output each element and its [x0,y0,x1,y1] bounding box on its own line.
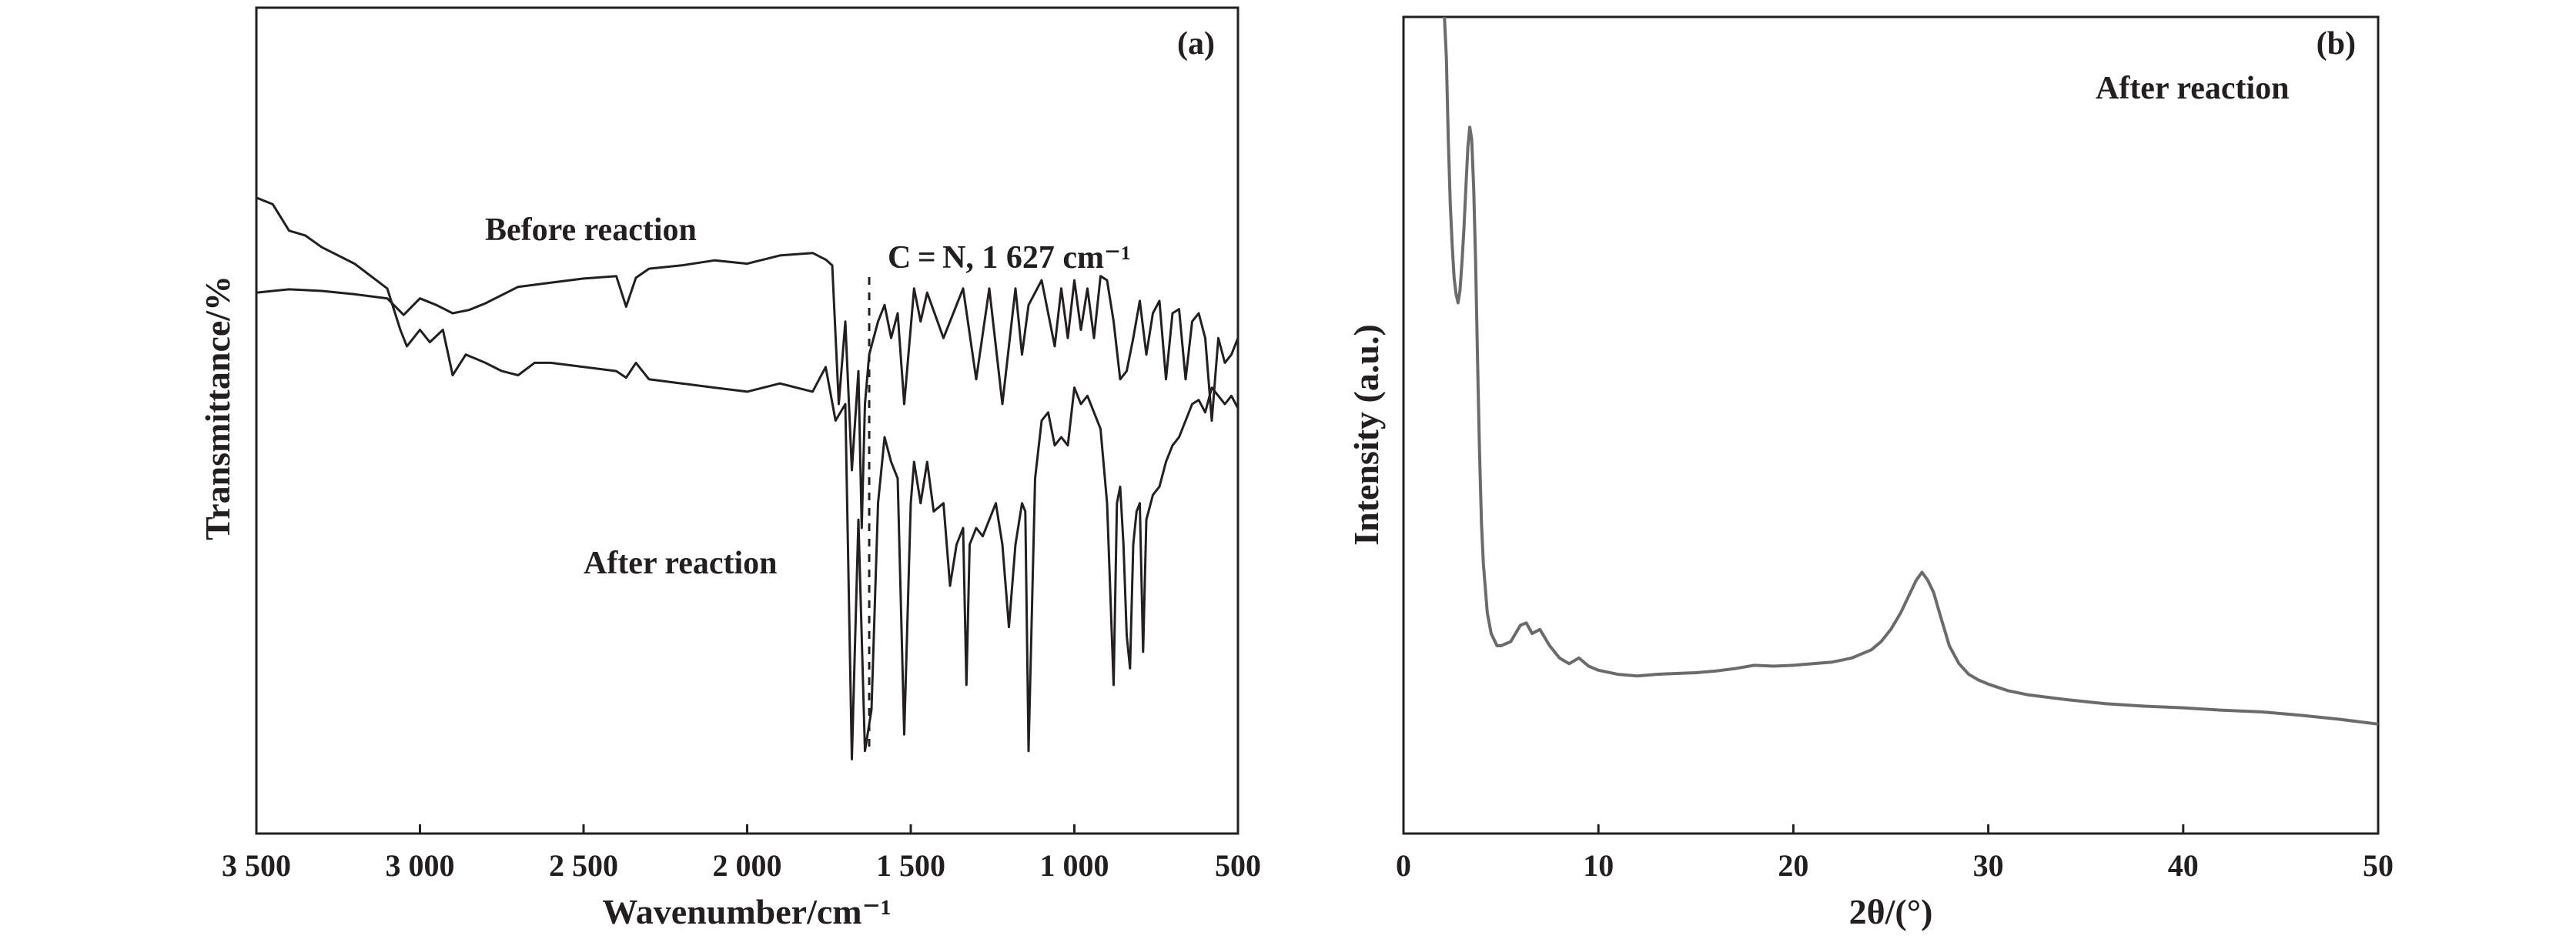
x-axis-title-a: Wavenumber/cm⁻¹ [602,892,891,931]
x-tick-label: 10 [1583,848,1614,883]
x-tick-label: 3 000 [386,848,455,883]
series-line [256,196,1239,760]
series-label-before: Before reaction [485,212,697,248]
x-tick-label: 50 [2363,848,2394,883]
panel-label-b: (b) [2317,26,2356,62]
xrd-panel: 0 10 20 30 40 50 (b) After reaction 2θ/(°) In… [1347,15,2394,931]
x-axis-title-b: 2θ/(°) [1849,892,1933,931]
plot-frame-b [1402,15,2380,835]
series-label-b: After reaction [2096,71,2290,106]
cn-annotation: C = N, 1 627 cm⁻¹ [888,240,1131,276]
y-axis-title-b: Intensity (a.u.) [1347,324,1386,546]
series-group-a [256,196,1239,760]
series-line [1443,16,2379,726]
x-ticks-a: 3 500 3 000 2 500 2 000 1 500 1 000 500 [222,824,1261,883]
x-tick-label: 3 500 [222,848,291,883]
x-ticks-b: 0 10 20 30 40 50 [1396,824,2394,883]
x-tick-label: 500 [1215,848,1261,883]
x-tick-label: 1 500 [876,848,945,883]
x-tick-label: 0 [1396,848,1411,883]
series-group-b [1443,16,2379,726]
x-tick-label: 2 000 [713,848,782,883]
y-axis-title-a: Transmittance/% [198,276,237,540]
series-line [256,252,1239,530]
x-tick-label: 20 [1778,848,1808,883]
ftir-panel: 3 500 3 000 2 500 2 000 1 500 1 000 500 (a) Be… [198,6,1261,931]
series-label-after: After reaction [584,546,778,581]
x-tick-label: 1 000 [1040,848,1109,883]
panel-label-a: (a) [1177,26,1215,62]
plot-frame-a [255,6,1239,835]
x-tick-label: 2 500 [549,848,618,883]
x-tick-label: 40 [2168,848,2199,883]
x-tick-label: 30 [1973,848,2004,883]
